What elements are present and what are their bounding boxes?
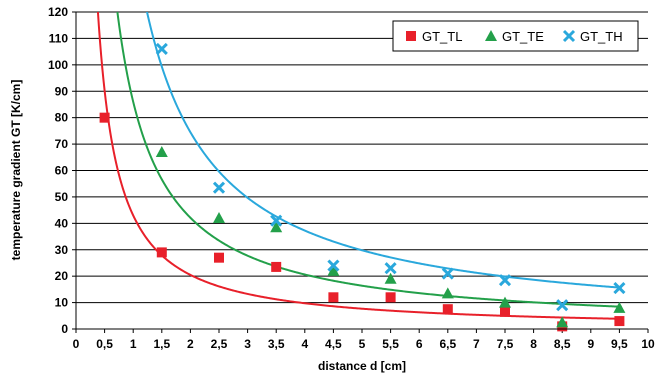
legend-label-gt-tl: GT_TL	[422, 29, 462, 44]
data-point-gt-th-stroke	[155, 42, 168, 56]
data-point-gt-tl	[614, 316, 625, 327]
y-tick-label: 110	[49, 31, 69, 45]
legend-marker-gt-th-stroke	[562, 29, 576, 43]
data-point-gt-th	[270, 214, 283, 227]
x-tick-label: 0	[73, 337, 80, 351]
legend-marker-gt-th	[562, 29, 576, 43]
data-point-gt-th	[556, 299, 569, 312]
x-axis-label: distance d [cm]	[318, 359, 406, 373]
data-point-gt-th	[613, 281, 626, 295]
data-points	[99, 42, 626, 332]
x-tick-label: 3	[244, 337, 251, 351]
data-point-gt-tl	[156, 247, 167, 258]
legend-marker-gt-te	[485, 30, 497, 41]
data-point-gt-th-stroke	[498, 274, 512, 287]
y-tick-label: 60	[55, 164, 69, 178]
y-tick-label: 0	[61, 322, 68, 336]
x-tick-label: 5	[359, 337, 366, 351]
legend-label-gt-te: GT_TE	[502, 29, 544, 44]
x-tick-label: 2,5	[211, 337, 228, 351]
x-tick-label: 8	[530, 337, 537, 351]
y-tick-label: 40	[55, 216, 69, 230]
trend-lines	[96, 12, 622, 320]
x-tick-label: 6	[416, 337, 423, 351]
x-tick-label: 2	[187, 337, 194, 351]
x-tick-label: 4,5	[325, 337, 342, 351]
x-tick-label: 3,5	[268, 337, 285, 351]
x-tick-label: 7,5	[497, 337, 514, 351]
data-point-gt-te	[270, 221, 283, 233]
data-point-gt-th	[441, 267, 454, 280]
y-tick-label: 70	[55, 137, 69, 151]
y-tick-label: 30	[55, 243, 69, 257]
data-point-gt-th	[155, 42, 168, 56]
trend-line-gt-tl	[96, 12, 622, 320]
data-point-gt-th-stroke	[613, 281, 626, 295]
data-point-gt-th-stroke	[327, 259, 340, 272]
x-tick-label: 9,5	[611, 337, 628, 351]
data-point-gt-th	[384, 262, 397, 275]
data-point-gt-th-stroke	[441, 267, 454, 280]
y-tick-label: 80	[55, 111, 69, 125]
x-tick-label: 1,5	[153, 337, 170, 351]
data-point-gt-te	[213, 212, 225, 224]
x-tick-label: 0,5	[96, 337, 113, 351]
data-point-gt-th-stroke	[556, 299, 569, 312]
x-tick-label: 8,5	[554, 337, 571, 351]
y-tick-label: 10	[55, 296, 69, 310]
x-tick-label: 5,5	[382, 337, 399, 351]
y-tick-label: 100	[48, 58, 68, 72]
legend: GT_TL GT_TE GT_TH	[392, 20, 639, 52]
axes	[75, 12, 648, 330]
grid-lines	[76, 11, 648, 304]
trend-line-gt-th	[146, 12, 622, 289]
y-tick-label: 50	[55, 190, 69, 204]
data-point-gt-te	[499, 296, 511, 308]
data-point-gt-th	[498, 274, 512, 287]
x-tick-label: 10	[641, 337, 655, 351]
x-tick-label: 7	[473, 337, 480, 351]
data-point-gt-tl	[99, 112, 110, 123]
y-tick-label: 90	[55, 84, 69, 98]
data-point-gt-th-stroke	[384, 262, 397, 275]
y-axis-ticks: 0 10 20 30 40 50 60 70 80 90 100 110 120	[48, 5, 76, 336]
data-point-gt-te	[384, 272, 397, 284]
y-tick-label: 120	[48, 5, 68, 19]
y-tick-label: 20	[55, 269, 69, 283]
x-tick-label: 4	[301, 337, 308, 351]
data-point-gt-tl	[271, 261, 282, 272]
data-point-gt-th	[327, 259, 340, 272]
trend-line-gt-te	[116, 12, 622, 308]
data-point-gt-tl	[385, 292, 396, 303]
data-point-gt-th	[212, 181, 226, 194]
data-point-gt-te	[155, 146, 168, 158]
data-point-gt-te	[613, 301, 626, 313]
data-point-gt-tl	[500, 306, 510, 317]
data-point-gt-te	[556, 316, 569, 328]
x-tick-label: 9	[587, 337, 594, 351]
legend-label-gt-th: GT_TH	[580, 29, 623, 44]
x-tick-label: 6,5	[439, 337, 456, 351]
data-point-gt-te	[327, 264, 340, 276]
legend-marker-gt-tl	[406, 31, 416, 41]
x-tick-label: 1	[130, 337, 137, 351]
y-axis-label: temperature gradient GT [K/cm]	[9, 80, 23, 261]
data-point-gt-tl	[328, 292, 339, 303]
data-point-gt-te	[441, 287, 454, 299]
legend-box	[392, 20, 639, 52]
data-point-gt-tl	[214, 252, 224, 263]
data-point-gt-tl	[442, 304, 453, 315]
data-point-gt-th-stroke	[212, 181, 226, 194]
x-axis-ticks: 0 0,5 1 1,5 2 2,5 3 3,5 4 4,5 5 5,5 6 6,5 7 7,5 8 8,5 9 9,5…	[73, 329, 655, 351]
data-point-gt-th-stroke	[270, 214, 283, 227]
